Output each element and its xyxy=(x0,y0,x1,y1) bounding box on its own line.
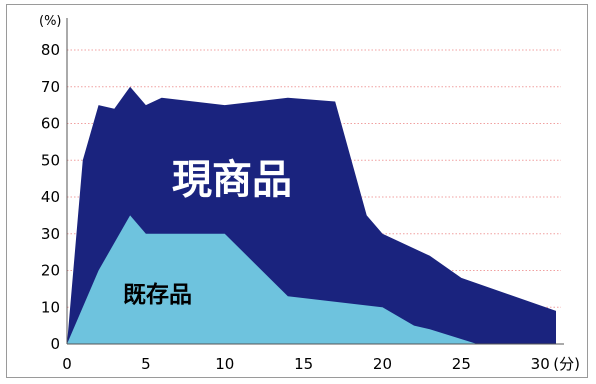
y-axis-unit: (%) xyxy=(39,14,62,29)
y-tick-label: 0 xyxy=(50,335,60,353)
y-tick-label: 60 xyxy=(41,115,60,133)
x-tick-label: 25 xyxy=(452,355,471,373)
x-tick-label: 15 xyxy=(294,355,313,373)
tick-labels: 0 10 20 30 40 50 60 70 80 0 5 10 15 20 25 30 xyxy=(41,41,550,373)
y-tick-label: 10 xyxy=(41,298,60,316)
x-tick-label: 10 xyxy=(215,355,234,373)
x-tick-label: 20 xyxy=(373,355,392,373)
axes xyxy=(66,18,564,345)
x-axis-unit: (分) xyxy=(553,355,580,373)
x-tick-label: 30 xyxy=(531,355,550,373)
series-label-current: 現商品 xyxy=(172,157,292,203)
series-label-existing: 既存品 xyxy=(123,281,192,308)
y-tick-label: 30 xyxy=(41,225,60,243)
x-tick-label: 0 xyxy=(62,355,72,373)
y-tick-label: 80 xyxy=(41,41,60,59)
series-area-existing xyxy=(67,215,478,344)
x-tick-label: 5 xyxy=(141,355,151,373)
y-tick-label: 50 xyxy=(41,151,60,169)
y-tick-label: 70 xyxy=(41,78,60,96)
y-tick-label: 20 xyxy=(41,262,60,280)
y-tick-label: 40 xyxy=(41,188,60,206)
